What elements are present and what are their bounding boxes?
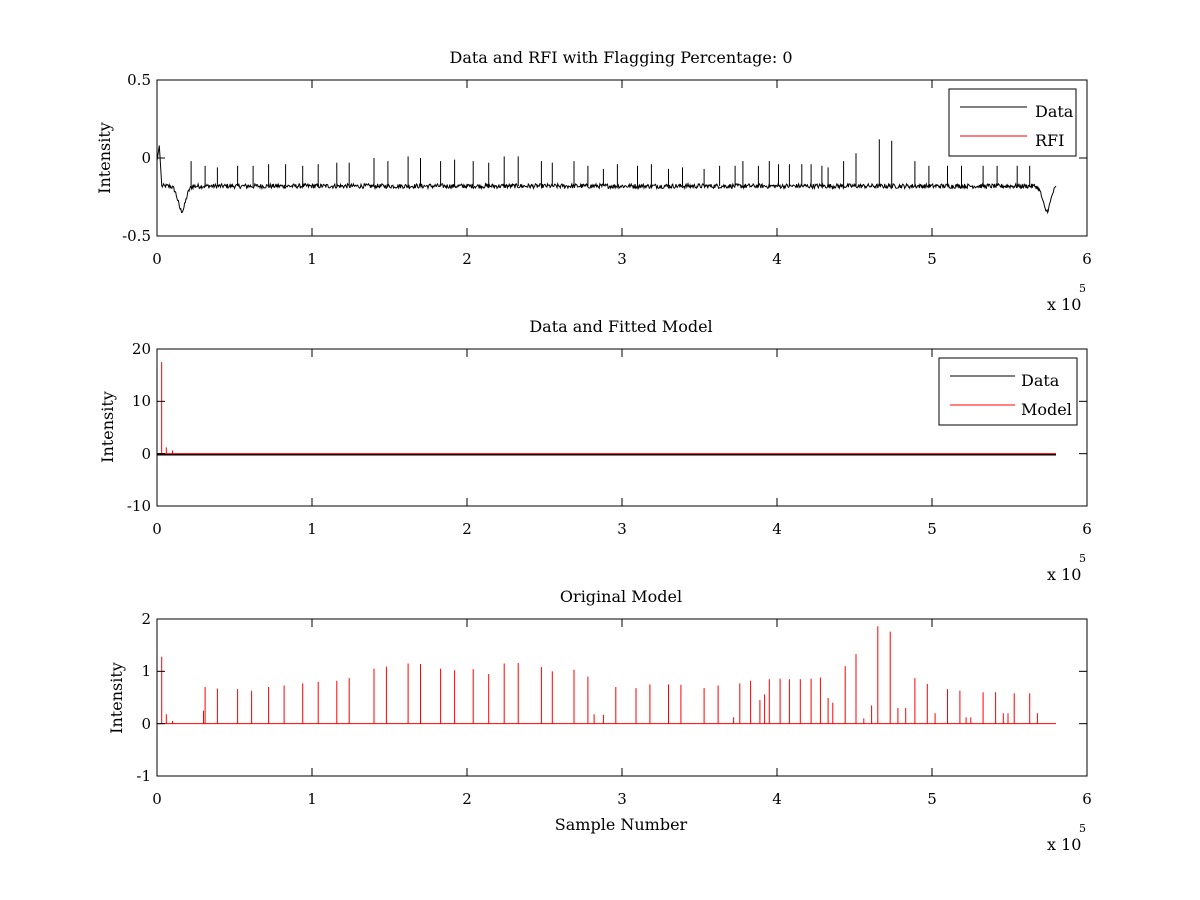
x-tick-label: 3 (617, 790, 627, 808)
y-axis-label: Intensity (98, 391, 117, 463)
x-tick-label: 5 (927, 250, 937, 268)
subplot-data-and-fitted-model: Data and Fitted Model Intensity 0 1 2 3 … (98, 317, 1092, 584)
x-tick-labels: 0 1 2 3 4 5 6 (152, 790, 1092, 808)
x-tick-label: 5 (927, 790, 937, 808)
x-tick-label: 0 (152, 520, 162, 538)
series-data-line (156, 145, 1057, 215)
y-tick-label: 0 (141, 715, 151, 733)
subplot-title: Original Model (560, 587, 682, 606)
legend: Data Model (938, 357, 1078, 426)
x-axis-label: Sample Number (555, 815, 688, 834)
x-tick-label: 2 (462, 520, 472, 538)
x-tick-label: 3 (617, 520, 627, 538)
legend: Data RFI (948, 88, 1077, 157)
x-tick-label: 2 (462, 250, 472, 268)
legend-box (948, 88, 1077, 157)
x-exponent-label: x 10 5 (1047, 552, 1086, 584)
y-tick-label: 2 (141, 610, 151, 628)
ticks (156, 348, 1088, 507)
y-tick-label: 0 (141, 149, 151, 167)
x-tick-label: 6 (1082, 250, 1092, 268)
subplot-title: Data and RFI with Flagging Percentage: 0 (449, 48, 792, 67)
y-tick-labels: -10 0 10 20 (127, 340, 151, 515)
y-axis-label: Intensity (107, 662, 126, 734)
legend-entry-data: Data (1021, 371, 1060, 390)
x-tick-label: 5 (927, 520, 937, 538)
x-exponent-power: 5 (1079, 552, 1086, 565)
y-tick-label: -1 (136, 767, 151, 785)
y-tick-labels: -1 0 1 2 (136, 610, 151, 785)
plot-content (157, 626, 1056, 725)
y-tick-label: -0.5 (122, 227, 151, 245)
legend-box (938, 357, 1078, 426)
x-tick-label: 6 (1082, 520, 1092, 538)
subplot-title: Data and Fitted Model (529, 317, 712, 336)
x-exponent-base: x 10 (1047, 835, 1081, 854)
subplot-data-and-rfi: Data and RFI with Flagging Percentage: 0… (95, 48, 1092, 314)
y-tick-label: 0.5 (127, 71, 151, 89)
x-exponent-label: x 10 5 (1047, 282, 1086, 314)
x-exponent-power: 5 (1079, 822, 1086, 835)
y-tick-label: 1 (141, 662, 151, 680)
legend-entry-rfi: RFI (1035, 131, 1064, 150)
x-tick-label: 1 (307, 790, 317, 808)
x-tick-label: 0 (152, 790, 162, 808)
y-tick-label: -10 (127, 497, 151, 515)
y-tick-label: 10 (132, 392, 151, 410)
x-exponent-base: x 10 (1047, 565, 1081, 584)
x-tick-label: 3 (617, 250, 627, 268)
x-tick-labels: 0 1 2 3 4 5 6 (152, 250, 1092, 268)
subplot-original-model: Original Model Intensity Sample Number 0… (107, 587, 1092, 854)
plot-content (157, 362, 1056, 456)
y-axis-label: Intensity (95, 122, 114, 194)
x-tick-labels: 0 1 2 3 4 5 6 (152, 520, 1092, 538)
x-tick-label: 1 (307, 250, 317, 268)
x-exponent-label: x 10 5 (1047, 822, 1086, 854)
ticks (156, 79, 1088, 237)
y-tick-label: 20 (132, 340, 151, 358)
x-exponent-power: 5 (1079, 282, 1086, 295)
plot-content (156, 139, 1057, 215)
x-tick-label: 6 (1082, 790, 1092, 808)
y-tick-label: 0 (141, 445, 151, 463)
x-tick-label: 0 (152, 250, 162, 268)
legend-entry-data: Data (1035, 102, 1074, 121)
ticks (156, 618, 1088, 777)
x-tick-label: 4 (772, 250, 782, 268)
x-tick-label: 2 (462, 790, 472, 808)
x-tick-label: 4 (772, 790, 782, 808)
legend-entry-model: Model (1021, 400, 1072, 419)
x-exponent-base: x 10 (1047, 295, 1081, 314)
x-tick-label: 4 (772, 520, 782, 538)
y-tick-labels: -0.5 0 0.5 (122, 71, 151, 245)
x-tick-label: 1 (307, 520, 317, 538)
